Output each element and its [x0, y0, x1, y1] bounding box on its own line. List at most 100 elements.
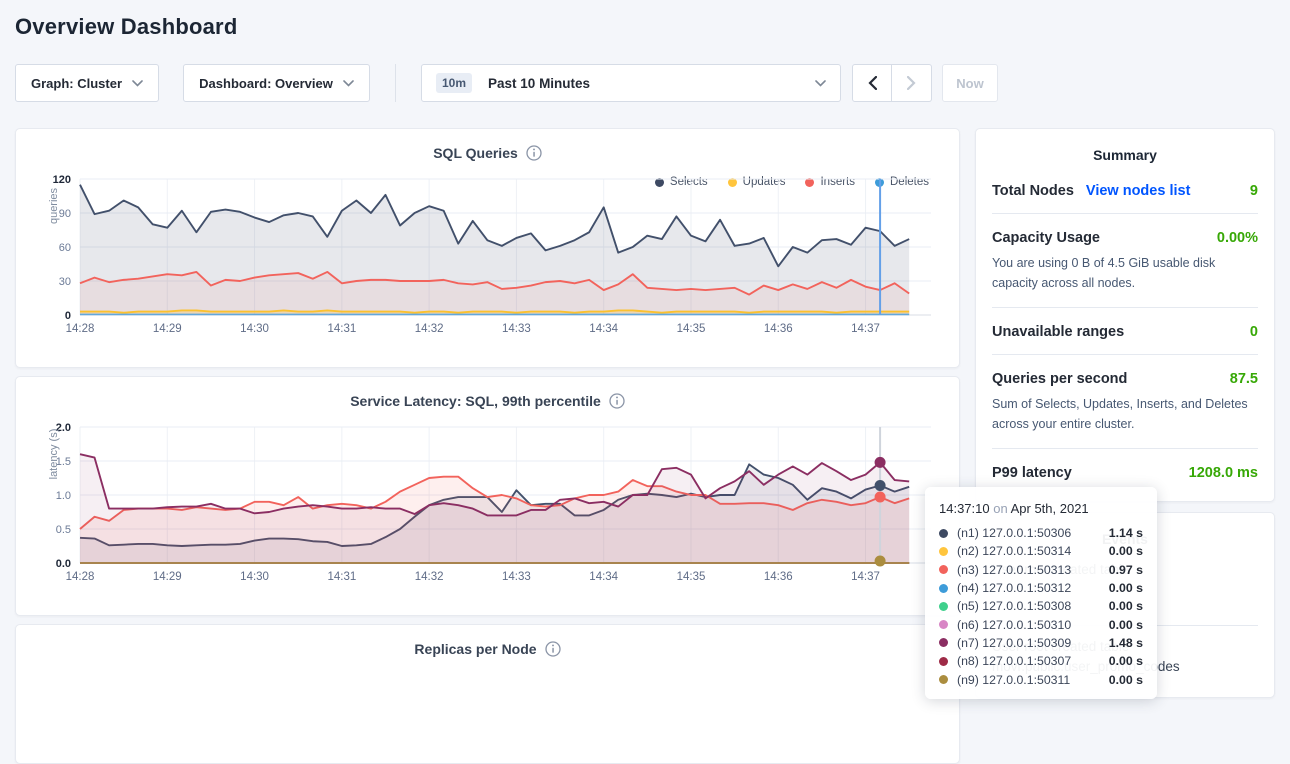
chart-header: Replicas per Node [28, 625, 947, 657]
dashboard-dropdown[interactable]: Dashboard: Overview [183, 64, 370, 102]
capacity-usage-label: Capacity Usage [992, 230, 1100, 246]
svg-text:120: 120 [53, 174, 71, 186]
tooltip-row: (n9) 127.0.0.1:50311 0.00 s [939, 670, 1143, 688]
chart-area: latency (s) 14:28 14:29 14:30 14:31 14:32 14:… [28, 421, 947, 586]
chart-hover-tooltip: 14:37:10 on Apr 5th, 2021 (n1) 127.0.0.1… [925, 487, 1157, 699]
total-nodes-label: Total Nodes [992, 183, 1074, 199]
summary-row-unavailable-ranges: Unavailable ranges 0 [992, 308, 1258, 355]
tooltip-row: (n1) 127.0.0.1:50306 1.14 s [939, 524, 1143, 542]
svg-text:14:36: 14:36 [764, 323, 793, 335]
toolbar-divider [395, 64, 396, 102]
series-color-dot [939, 656, 948, 666]
info-icon[interactable] [544, 641, 561, 657]
svg-text:14:29: 14:29 [153, 571, 182, 583]
unavailable-ranges-label: Unavailable ranges [992, 324, 1125, 340]
qps-description: Sum of Selects, Updates, Inserts, and De… [992, 397, 1248, 431]
p99-latency-value: 1208.0 ms [1188, 465, 1258, 481]
svg-text:30: 30 [59, 276, 71, 288]
graph-dropdown-label: Graph: Cluster [30, 75, 122, 91]
tooltip-node-label: (n8) 127.0.0.1:50307 [957, 654, 1072, 669]
svg-text:14:37: 14:37 [851, 571, 880, 583]
tooltip-node-value: 0.97 s [1108, 562, 1143, 577]
toolbar: Graph: Cluster Dashboard: Overview 10m P… [15, 64, 1290, 102]
summary-row-p99-latency: P99 latency 1208.0 ms [992, 449, 1258, 495]
tooltip-node-value: 1.14 s [1108, 526, 1143, 541]
tooltip-node-label: (n1) 127.0.0.1:50306 [957, 526, 1072, 541]
unavailable-ranges-value: 0 [1249, 324, 1258, 340]
svg-text:14:28: 14:28 [66, 323, 95, 335]
replicas-per-node-panel: Replicas per Node [15, 624, 960, 764]
tooltip-row: (n4) 127.0.0.1:50312 0.00 s [939, 579, 1143, 597]
svg-text:14:34: 14:34 [589, 323, 618, 335]
svg-text:14:29: 14:29 [153, 323, 182, 335]
tooltip-row: (n7) 127.0.0.1:50309 1.48 s [939, 634, 1143, 652]
capacity-usage-description: You are using 0 B of 4.5 GiB usable disk… [992, 256, 1216, 290]
series-color-dot [939, 620, 948, 630]
tooltip-node-label: (n2) 127.0.0.1:50314 [957, 544, 1072, 559]
p99-latency-label: P99 latency [992, 465, 1072, 481]
info-icon[interactable] [609, 393, 625, 409]
svg-text:1.5: 1.5 [56, 456, 71, 468]
dashboard-dropdown-label: Dashboard: Overview [199, 75, 333, 91]
time-next-button[interactable] [892, 64, 932, 102]
tooltip-node-label: (n9) 127.0.0.1:50311 [957, 672, 1071, 687]
tooltip-node-value: 0.00 s [1108, 672, 1143, 687]
svg-text:14:37: 14:37 [851, 323, 880, 335]
svg-text:90: 90 [59, 208, 71, 220]
svg-text:14:34: 14:34 [589, 571, 618, 583]
now-button[interactable]: Now [942, 64, 998, 102]
series-color-dot [939, 583, 948, 593]
sql-queries-chart[interactable]: 14:28 14:29 14:30 14:31 14:32 14:33 14:34 14:35… [28, 173, 943, 338]
tooltip-node-value: 0.00 s [1108, 544, 1143, 559]
view-nodes-list-link[interactable]: View nodes list [1085, 183, 1191, 199]
overview-dashboard-page: Overview Dashboard Graph: Cluster Dashbo… [0, 14, 1290, 764]
series-color-dot [939, 565, 948, 575]
chevron-down-icon [343, 79, 354, 87]
chart-title: Replicas per Node [414, 641, 537, 657]
summary-title: Summary [1093, 147, 1157, 163]
series-color-dot [939, 528, 948, 538]
svg-text:2.0: 2.0 [56, 422, 71, 434]
tooltip-node-value: 0.00 s [1108, 581, 1143, 596]
tooltip-node-label: (n4) 127.0.0.1:50312 [957, 581, 1072, 596]
service-latency-chart[interactable]: 14:28 14:29 14:30 14:31 14:32 14:33 14:34 14:35… [28, 421, 943, 586]
svg-text:14:30: 14:30 [240, 323, 269, 335]
time-range-label: Past 10 Minutes [488, 75, 591, 91]
time-range-dropdown[interactable]: 10m Past 10 Minutes [421, 64, 841, 102]
qps-value: 87.5 [1229, 371, 1258, 387]
tooltip-node-label: (n7) 127.0.0.1:50309 [957, 635, 1072, 650]
svg-text:14:31: 14:31 [327, 571, 356, 583]
svg-text:14:35: 14:35 [677, 571, 706, 583]
tooltip-node-value: 0.00 s [1108, 654, 1143, 669]
series-color-dot [939, 675, 948, 685]
graph-dropdown[interactable]: Graph: Cluster [15, 64, 159, 102]
tooltip-row: (n8) 127.0.0.1:50307 0.00 s [939, 652, 1143, 670]
tooltip-row: (n2) 127.0.0.1:50314 0.00 s [939, 542, 1143, 560]
time-prev-button[interactable] [852, 64, 892, 102]
time-range-badge: 10m [436, 73, 473, 93]
svg-text:14:33: 14:33 [502, 571, 531, 583]
sql-queries-panel: SQL Queries Selects Updates Inserts Deletes… [15, 128, 960, 368]
summary-row-total-nodes: Total Nodes View nodes list 9 [992, 167, 1258, 214]
chart-title: Service Latency: SQL, 99th percentile [350, 393, 601, 409]
service-latency-panel: Service Latency: SQL, 99th percentile la… [15, 376, 960, 616]
chart-area: queries 14:28 14:29 14:30 14:31 14:32 14:33 14… [28, 173, 947, 338]
series-color-dot [939, 546, 948, 556]
tooltip-timestamp: 14:37:10 on Apr 5th, 2021 [939, 501, 1143, 516]
tooltip-node-value: 1.48 s [1108, 635, 1143, 650]
chart-title: SQL Queries [433, 145, 518, 161]
svg-text:0: 0 [65, 310, 71, 322]
tooltip-node-label: (n5) 127.0.0.1:50308 [957, 599, 1072, 614]
legend-dot [805, 177, 815, 187]
tooltip-row: (n3) 127.0.0.1:50313 0.97 s [939, 561, 1143, 579]
chevron-left-icon [867, 76, 877, 90]
svg-text:60: 60 [59, 242, 71, 254]
tooltip-preposition: on [993, 501, 1008, 516]
svg-text:14:35: 14:35 [677, 323, 706, 335]
summary-panel: Summary Total Nodes View nodes list 9 Ca… [975, 128, 1275, 502]
info-icon[interactable] [526, 145, 542, 161]
svg-text:14:36: 14:36 [764, 571, 793, 583]
y-axis-unit-label: latency (s) [48, 428, 60, 480]
tooltip-node-value: 0.00 s [1108, 599, 1143, 614]
svg-text:14:28: 14:28 [66, 571, 95, 583]
